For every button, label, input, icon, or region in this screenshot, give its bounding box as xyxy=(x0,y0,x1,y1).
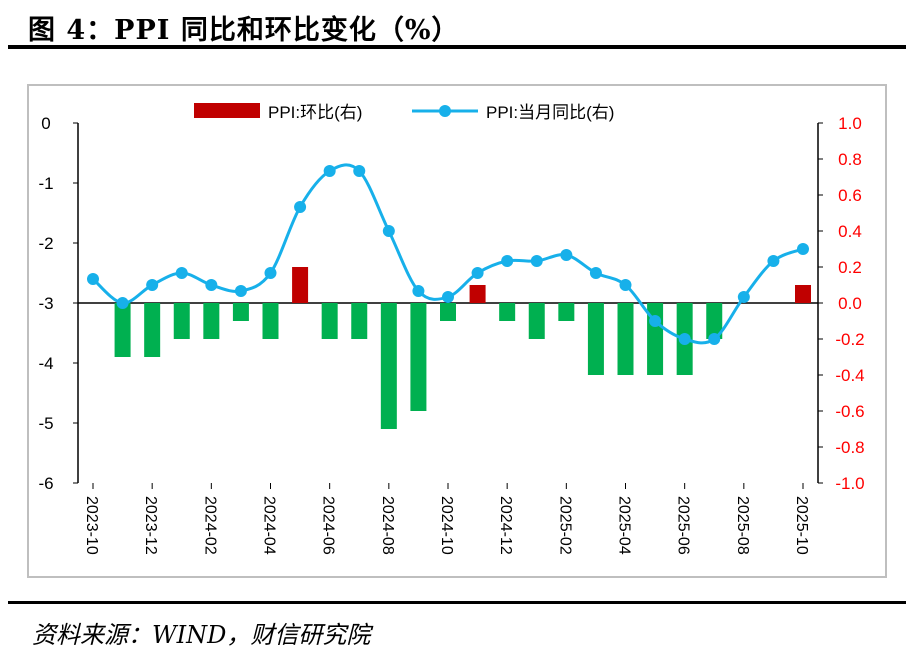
bar-2024-03 xyxy=(232,303,249,321)
x-tick-label: 2025-06 xyxy=(675,496,692,555)
bar-2024-07 xyxy=(351,303,368,339)
right-tick-label: 1.0 xyxy=(838,114,862,133)
right-tick-label: -0.4 xyxy=(835,366,864,385)
left-tick-label: -1 xyxy=(38,174,53,193)
x-tick-label: 2023-12 xyxy=(142,496,159,555)
bar-2024-02 xyxy=(203,303,220,339)
right-tick-label: 0.6 xyxy=(838,186,862,205)
yoy-point-2023-11 xyxy=(116,297,129,309)
yoy-point-2024-08 xyxy=(382,225,395,237)
yoy-point-2024-05 xyxy=(294,201,307,213)
yoy-point-2025-08 xyxy=(737,291,750,303)
yoy-point-2025-04 xyxy=(619,279,632,291)
yoy-point-2024-03 xyxy=(234,285,247,297)
x-tick-label: 2024-12 xyxy=(497,496,514,555)
yoy-point-2024-04 xyxy=(264,267,277,279)
bar-2024-10 xyxy=(440,303,456,321)
legend-bar-label: PPI:环比(右) xyxy=(268,103,362,122)
left-tick-label: 0 xyxy=(41,114,50,133)
bar-2024-06 xyxy=(321,303,338,339)
bar-2023-11 xyxy=(114,303,131,357)
title-rule xyxy=(8,45,906,49)
yoy-point-2024-06 xyxy=(323,165,336,177)
yoy-point-2024-09 xyxy=(412,285,425,297)
bar-2025-04 xyxy=(617,303,634,375)
yoy-point-2024-02 xyxy=(205,279,218,291)
yoy-point-2024-07 xyxy=(353,165,366,177)
bar-2024-08 xyxy=(380,303,397,429)
x-tick-label: 2024-04 xyxy=(261,496,278,555)
left-tick-label: -6 xyxy=(38,474,53,493)
yoy-point-2025-09 xyxy=(767,255,780,267)
right-tick-label: -0.6 xyxy=(835,402,864,421)
x-tick-label: 2025-08 xyxy=(734,496,751,555)
right-tick-label: -0.2 xyxy=(835,330,864,349)
bar-2025-07 xyxy=(706,303,723,339)
bar-2024-12 xyxy=(499,303,516,321)
yoy-point-2025-03 xyxy=(589,267,602,279)
x-tick-label: 2024-06 xyxy=(320,496,337,555)
bar-2025-02 xyxy=(558,303,575,321)
left-tick-label: -3 xyxy=(38,294,53,313)
right-tick-label: 0.2 xyxy=(838,258,862,277)
right-tick-label: 0.8 xyxy=(838,150,862,169)
x-tick-label: 2024-02 xyxy=(201,496,218,555)
yoy-point-2025-06 xyxy=(678,333,691,345)
yoy-point-2025-07 xyxy=(708,333,721,345)
yoy-point-2023-12 xyxy=(146,279,159,291)
chart-title: 图 4：PPI 同比和环比变化（%） xyxy=(28,15,460,46)
x-tick-label: 2023-10 xyxy=(83,496,100,555)
bar-2025-03 xyxy=(587,303,604,375)
x-tick-label: 2024-08 xyxy=(379,496,396,555)
yoy-point-2025-02 xyxy=(560,249,573,261)
bar-2024-04 xyxy=(262,303,279,339)
bar-2024-01 xyxy=(173,303,190,339)
yoy-point-2023-10 xyxy=(87,273,99,285)
x-tick-label: 2024-10 xyxy=(438,496,455,555)
yoy-point-2024-01 xyxy=(175,267,188,279)
x-tick-label: 2025-02 xyxy=(556,496,573,555)
yoy-point-2025-05 xyxy=(649,315,662,327)
right-tick-label: -0.8 xyxy=(835,438,864,457)
left-tick-label: -5 xyxy=(38,414,53,433)
bar-2024-11 xyxy=(469,285,486,303)
bar-2024-05 xyxy=(292,267,309,303)
legend-line-label: PPI:当月同比(右) xyxy=(486,103,614,122)
bar-2023-12 xyxy=(144,303,161,357)
left-tick-label: -2 xyxy=(38,234,53,253)
x-tick-label: 2025-10 xyxy=(793,496,810,555)
right-tick-label: -1.0 xyxy=(835,474,864,493)
source-note: 资料来源：WIND，财信研究院 xyxy=(32,621,371,649)
yoy-point-2024-12 xyxy=(501,255,514,267)
chart-frame xyxy=(27,84,887,578)
x-tick-label: 2025-04 xyxy=(616,496,633,555)
left-tick-label: -4 xyxy=(38,354,53,373)
bar-2025-01 xyxy=(528,303,545,339)
yoy-point-2024-11 xyxy=(471,267,484,279)
yoy-point-2025-10 xyxy=(797,243,809,255)
bar-2024-09 xyxy=(410,303,427,411)
right-tick-label: 0.4 xyxy=(838,222,862,241)
footer-rule xyxy=(8,601,906,604)
right-tick-label: 0.0 xyxy=(838,294,862,313)
legend-line-marker xyxy=(439,105,451,117)
yoy-point-2025-01 xyxy=(530,255,543,267)
bar-2025-10 xyxy=(795,285,811,303)
legend-bar-swatch xyxy=(194,103,260,118)
yoy-point-2024-10 xyxy=(442,291,454,303)
